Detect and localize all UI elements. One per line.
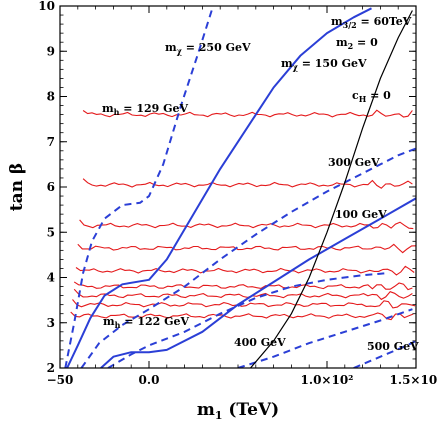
y-axis-label: tan β [7, 163, 27, 211]
y-tick-label: 5 [47, 225, 55, 239]
higgs-contour-126 [77, 243, 416, 254]
higgs-contour-125 [75, 265, 415, 276]
neutralino-mass-contours [64, 6, 416, 368]
y-tick-label: 4 [47, 271, 55, 285]
neutralino-dashed-250-GeV [64, 6, 215, 368]
higgs-contour-122 [70, 311, 414, 321]
x-axis-label: m1 (TeV) [197, 400, 279, 422]
y-tick-label: 2 [47, 361, 55, 375]
annotation-mchi-250: mχ = 250 GeV [165, 41, 251, 56]
annotation-mh-129: mh = 129 GeV [102, 102, 189, 117]
annotation-mh-122: mh = 122 GeV [103, 315, 190, 330]
y-tick-label: 6 [47, 180, 55, 194]
x-tick-label: 1.0×10² [301, 373, 354, 387]
higgs-contour-127 [79, 219, 414, 230]
neutralino-dashed-600-GeV [353, 340, 416, 368]
annotation-100-gev: 100 GeV [335, 208, 387, 221]
x-tick-label: 1.5×10² [390, 373, 437, 387]
higgs-contour-128 [82, 178, 413, 189]
neutralino-solid-100-GeV [100, 197, 416, 368]
y-tick-label: 3 [47, 316, 55, 330]
annotation-m32: m3/2 = 60TeV [331, 15, 412, 30]
y-tick-label: 9 [47, 44, 55, 58]
higgs-contour-123.5 [73, 288, 413, 301]
cH-zero-line [250, 10, 413, 368]
annotation-300-gev: 300 GeV [328, 156, 380, 169]
annotation-mchi-150: mχ = 150 GeV [281, 57, 367, 72]
neutralino-dashed-300-GeV [80, 147, 416, 368]
y-tick-label: 7 [47, 135, 55, 149]
higgs-contour-129 [82, 109, 413, 118]
cH-zero-contour [250, 10, 413, 368]
axis-ticks: −50 0.0 1.0×10² 1.5×10² 2 3 4 5 6 7 8 9 10 [38, 0, 437, 387]
annotation-500-gev: 500 GeV [367, 340, 419, 353]
higgs-mass-contours [70, 109, 416, 321]
annotation-cH: cH = 0 [352, 89, 391, 104]
neutralino-solid-150-GeV [66, 7, 372, 368]
higgs-contour-124 [73, 281, 413, 291]
annotation-m2: m2 = 0 [336, 36, 378, 51]
x-tick-label: −50 [47, 373, 74, 387]
y-tick-label: 8 [47, 90, 55, 104]
x-tick-label: 0.0 [139, 373, 160, 387]
y-tick-label: 10 [38, 0, 55, 13]
higgs-contour-123 [72, 299, 416, 309]
annotation-400-gev: 400 GeV [234, 336, 286, 349]
neutralino-dashed-400-GeV [107, 272, 390, 368]
